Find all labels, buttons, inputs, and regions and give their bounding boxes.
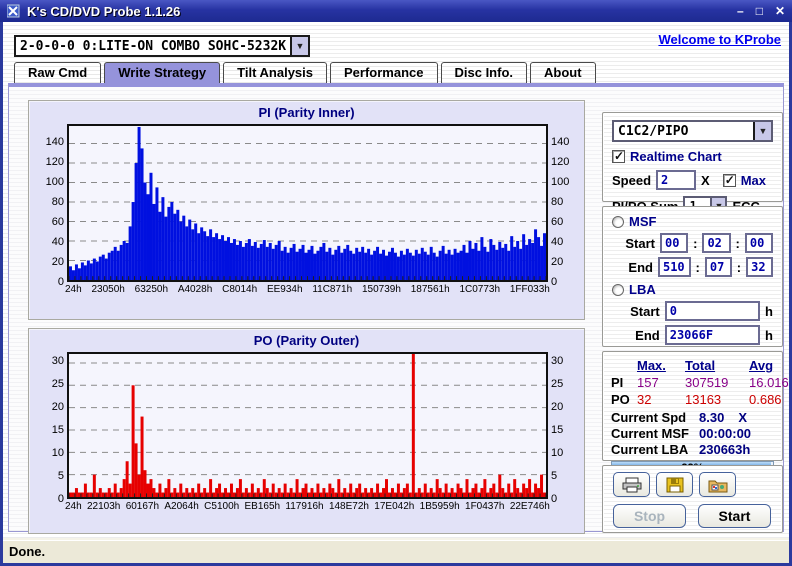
pi-total: 307519 [685,375,749,390]
speed-label: Speed [612,173,651,188]
app-window: K's CD/DVD Probe 1.1.26 – □ ✕ 2-0-0-0 0:… [0,0,792,566]
po-chart: PO (Parity Outer) 051015202530 051015202… [28,328,585,534]
window-controls: – □ ✕ [737,4,785,18]
pi-y-axis-left: 020406080100120140 [35,124,67,282]
print-icon [622,477,642,493]
pi-plot-area [67,124,548,282]
msf-end-label: End [624,260,653,275]
tab-bar: Raw CmdWrite StrategyTilt AnalysisPerfor… [14,62,596,83]
msf-end-sec[interactable]: 07 [705,257,732,277]
start-button[interactable]: Start [698,504,771,528]
mode-select-value[interactable]: C1C2/PIPO [614,122,753,140]
current-msf-label: Current MSF [611,426,699,441]
lba-end-label: End [624,328,660,343]
lba-label: LBA [629,282,656,297]
snapshot-button[interactable] [699,472,736,497]
pi-chart: PI (Parity Inner) 020406080100120140 020… [28,100,585,320]
close-button[interactable]: ✕ [775,4,785,18]
msf-label: MSF [629,214,656,229]
current-lba-label: Current LBA [611,442,699,457]
actions-group: Stop Start [602,465,783,533]
tab-panel: PI (Parity Inner) 020406080100120140 020… [8,83,784,532]
po-total: 13163 [685,392,749,407]
pi-x-axis-labels: 24h23050h63250hA4028hC8014hEE934h11C871h… [65,284,550,295]
pi-max: 157 [637,375,685,390]
po-chart-title: PO (Parity Outer) [35,333,578,352]
tab-disc-info[interactable]: Disc Info. [441,62,528,83]
current-speed-value: 8.30 [699,410,724,425]
stats-header-total: Total [685,358,749,373]
po-row-label: PO [611,392,637,407]
client-area: 2-0-0-0 0:LITE-ON COMBO SOHC-5232K NK07 … [3,22,789,563]
tab-tilt-analysis[interactable]: Tilt Analysis [223,62,327,83]
welcome-link[interactable]: Welcome to KProbe [658,32,781,47]
lba-start-label: Start [624,304,660,319]
current-lba-value: 230663h [699,442,750,457]
current-msf-value: 00:00:00 [699,426,751,441]
status-text: Done. [9,544,45,559]
po-y-axis-left: 051015202530 [35,352,67,499]
tab-raw-cmd[interactable]: Raw Cmd [14,62,101,83]
pi-avg: 16.016 [749,375,789,390]
pi-chart-title: PI (Parity Inner) [35,105,578,124]
chevron-down-icon[interactable]: ▼ [753,122,771,140]
msf-start-frame[interactable]: 00 [745,233,773,253]
tab-write-strategy[interactable]: Write Strategy [104,62,220,83]
stop-button[interactable]: Stop [613,504,686,528]
speed-input[interactable]: 2 [656,170,696,190]
msf-end-frame[interactable]: 32 [746,257,773,277]
msf-start-label: Start [624,236,655,251]
window-title: K's CD/DVD Probe 1.1.26 [27,4,180,19]
lba-radio[interactable] [612,284,624,296]
stats-header-max: Max. [637,358,685,373]
lba-end-input[interactable]: 23066F [665,325,760,345]
msf-start-sec[interactable]: 02 [702,233,730,253]
tab-about[interactable]: About [530,62,596,83]
chevron-down-icon[interactable]: ▼ [290,37,308,55]
print-button[interactable] [613,472,650,497]
stats-group: Max. Total Avg PI 157 307519 16.016 PO 3… [602,351,783,461]
lba-start-input[interactable]: 0 [665,301,760,321]
range-group: MSF Start 00: 02: 00 End 510: 07: 32 LBA [602,206,783,347]
po-series [69,354,546,497]
lba-end-unit: h [765,328,773,343]
stats-header-avg: Avg [749,358,789,373]
po-plot-area [67,352,548,499]
status-bar: Done. [3,540,789,563]
current-speed-unit: X [738,410,747,425]
save-button[interactable] [656,472,693,497]
msf-radio[interactable] [612,216,624,228]
minimize-button[interactable]: – [737,4,744,18]
pi-y-axis-right: 020406080100120140 [548,124,578,282]
max-speed-label: Max [741,173,766,188]
po-max: 32 [637,392,685,407]
msf-end-min[interactable]: 510 [658,257,691,277]
app-icon [7,4,21,18]
po-avg: 0.686 [749,392,789,407]
drive-select[interactable]: 2-0-0-0 0:LITE-ON COMBO SOHC-5232K NK07 … [14,35,310,57]
msf-start-min[interactable]: 00 [660,233,688,253]
title-bar: K's CD/DVD Probe 1.1.26 – □ ✕ [0,0,792,22]
realtime-chart-checkbox[interactable] [612,150,625,163]
tab-performance[interactable]: Performance [330,62,437,83]
lba-start-unit: h [765,304,773,319]
pi-series [69,126,546,280]
snapshot-icon [708,477,728,493]
current-speed-label: Current Spd [611,410,699,425]
pi-row-label: PI [611,375,637,390]
save-icon [666,477,684,493]
speed-unit: X [701,173,710,188]
po-x-axis-labels: 24h22103h60167hA2064hC5100hEB165h117916h… [65,501,550,512]
realtime-chart-label: Realtime Chart [630,149,722,164]
mode-group: C1C2/PIPO ▼ Realtime Chart Speed 2 X Max… [602,112,783,202]
max-speed-checkbox[interactable] [723,174,736,187]
po-y-axis-right: 051015202530 [548,352,578,499]
maximize-button[interactable]: □ [756,4,763,18]
drive-select-value[interactable]: 2-0-0-0 0:LITE-ON COMBO SOHC-5232K NK07 [16,37,290,55]
mode-select[interactable]: C1C2/PIPO ▼ [612,120,773,142]
